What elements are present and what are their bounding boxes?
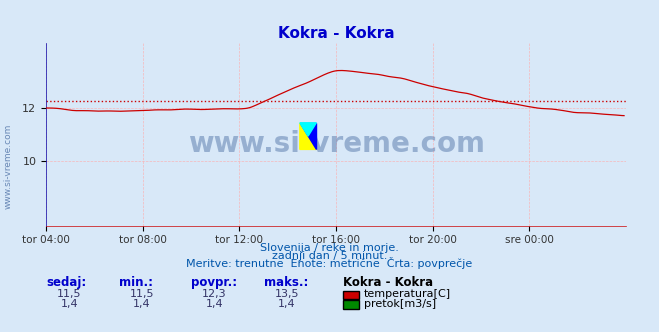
Text: povpr.:: povpr.: — [191, 276, 237, 289]
Text: 1,4: 1,4 — [133, 299, 150, 309]
Text: 1,4: 1,4 — [206, 299, 223, 309]
Text: 1,4: 1,4 — [278, 299, 295, 309]
Text: Meritve: trenutne  Enote: metrične  Črta: povprečje: Meritve: trenutne Enote: metrične Črta: … — [186, 257, 473, 269]
Text: min.:: min.: — [119, 276, 153, 289]
Text: 1,4: 1,4 — [61, 299, 78, 309]
Text: www.si-vreme.com: www.si-vreme.com — [188, 129, 484, 158]
Text: 12,3: 12,3 — [202, 289, 227, 299]
Text: www.si-vreme.com: www.si-vreme.com — [3, 123, 13, 209]
Text: 13,5: 13,5 — [274, 289, 299, 299]
Title: Kokra - Kokra: Kokra - Kokra — [278, 26, 394, 41]
Text: sedaj:: sedaj: — [46, 276, 86, 289]
Text: pretok[m3/s]: pretok[m3/s] — [364, 299, 436, 309]
Text: maks.:: maks.: — [264, 276, 308, 289]
Text: zadnji dan / 5 minut.: zadnji dan / 5 minut. — [272, 251, 387, 261]
Text: 11,5: 11,5 — [129, 289, 154, 299]
Text: 11,5: 11,5 — [57, 289, 82, 299]
Text: temperatura[C]: temperatura[C] — [364, 289, 451, 299]
Text: Slovenija / reke in morje.: Slovenija / reke in morje. — [260, 243, 399, 253]
Text: Kokra - Kokra: Kokra - Kokra — [343, 276, 433, 289]
